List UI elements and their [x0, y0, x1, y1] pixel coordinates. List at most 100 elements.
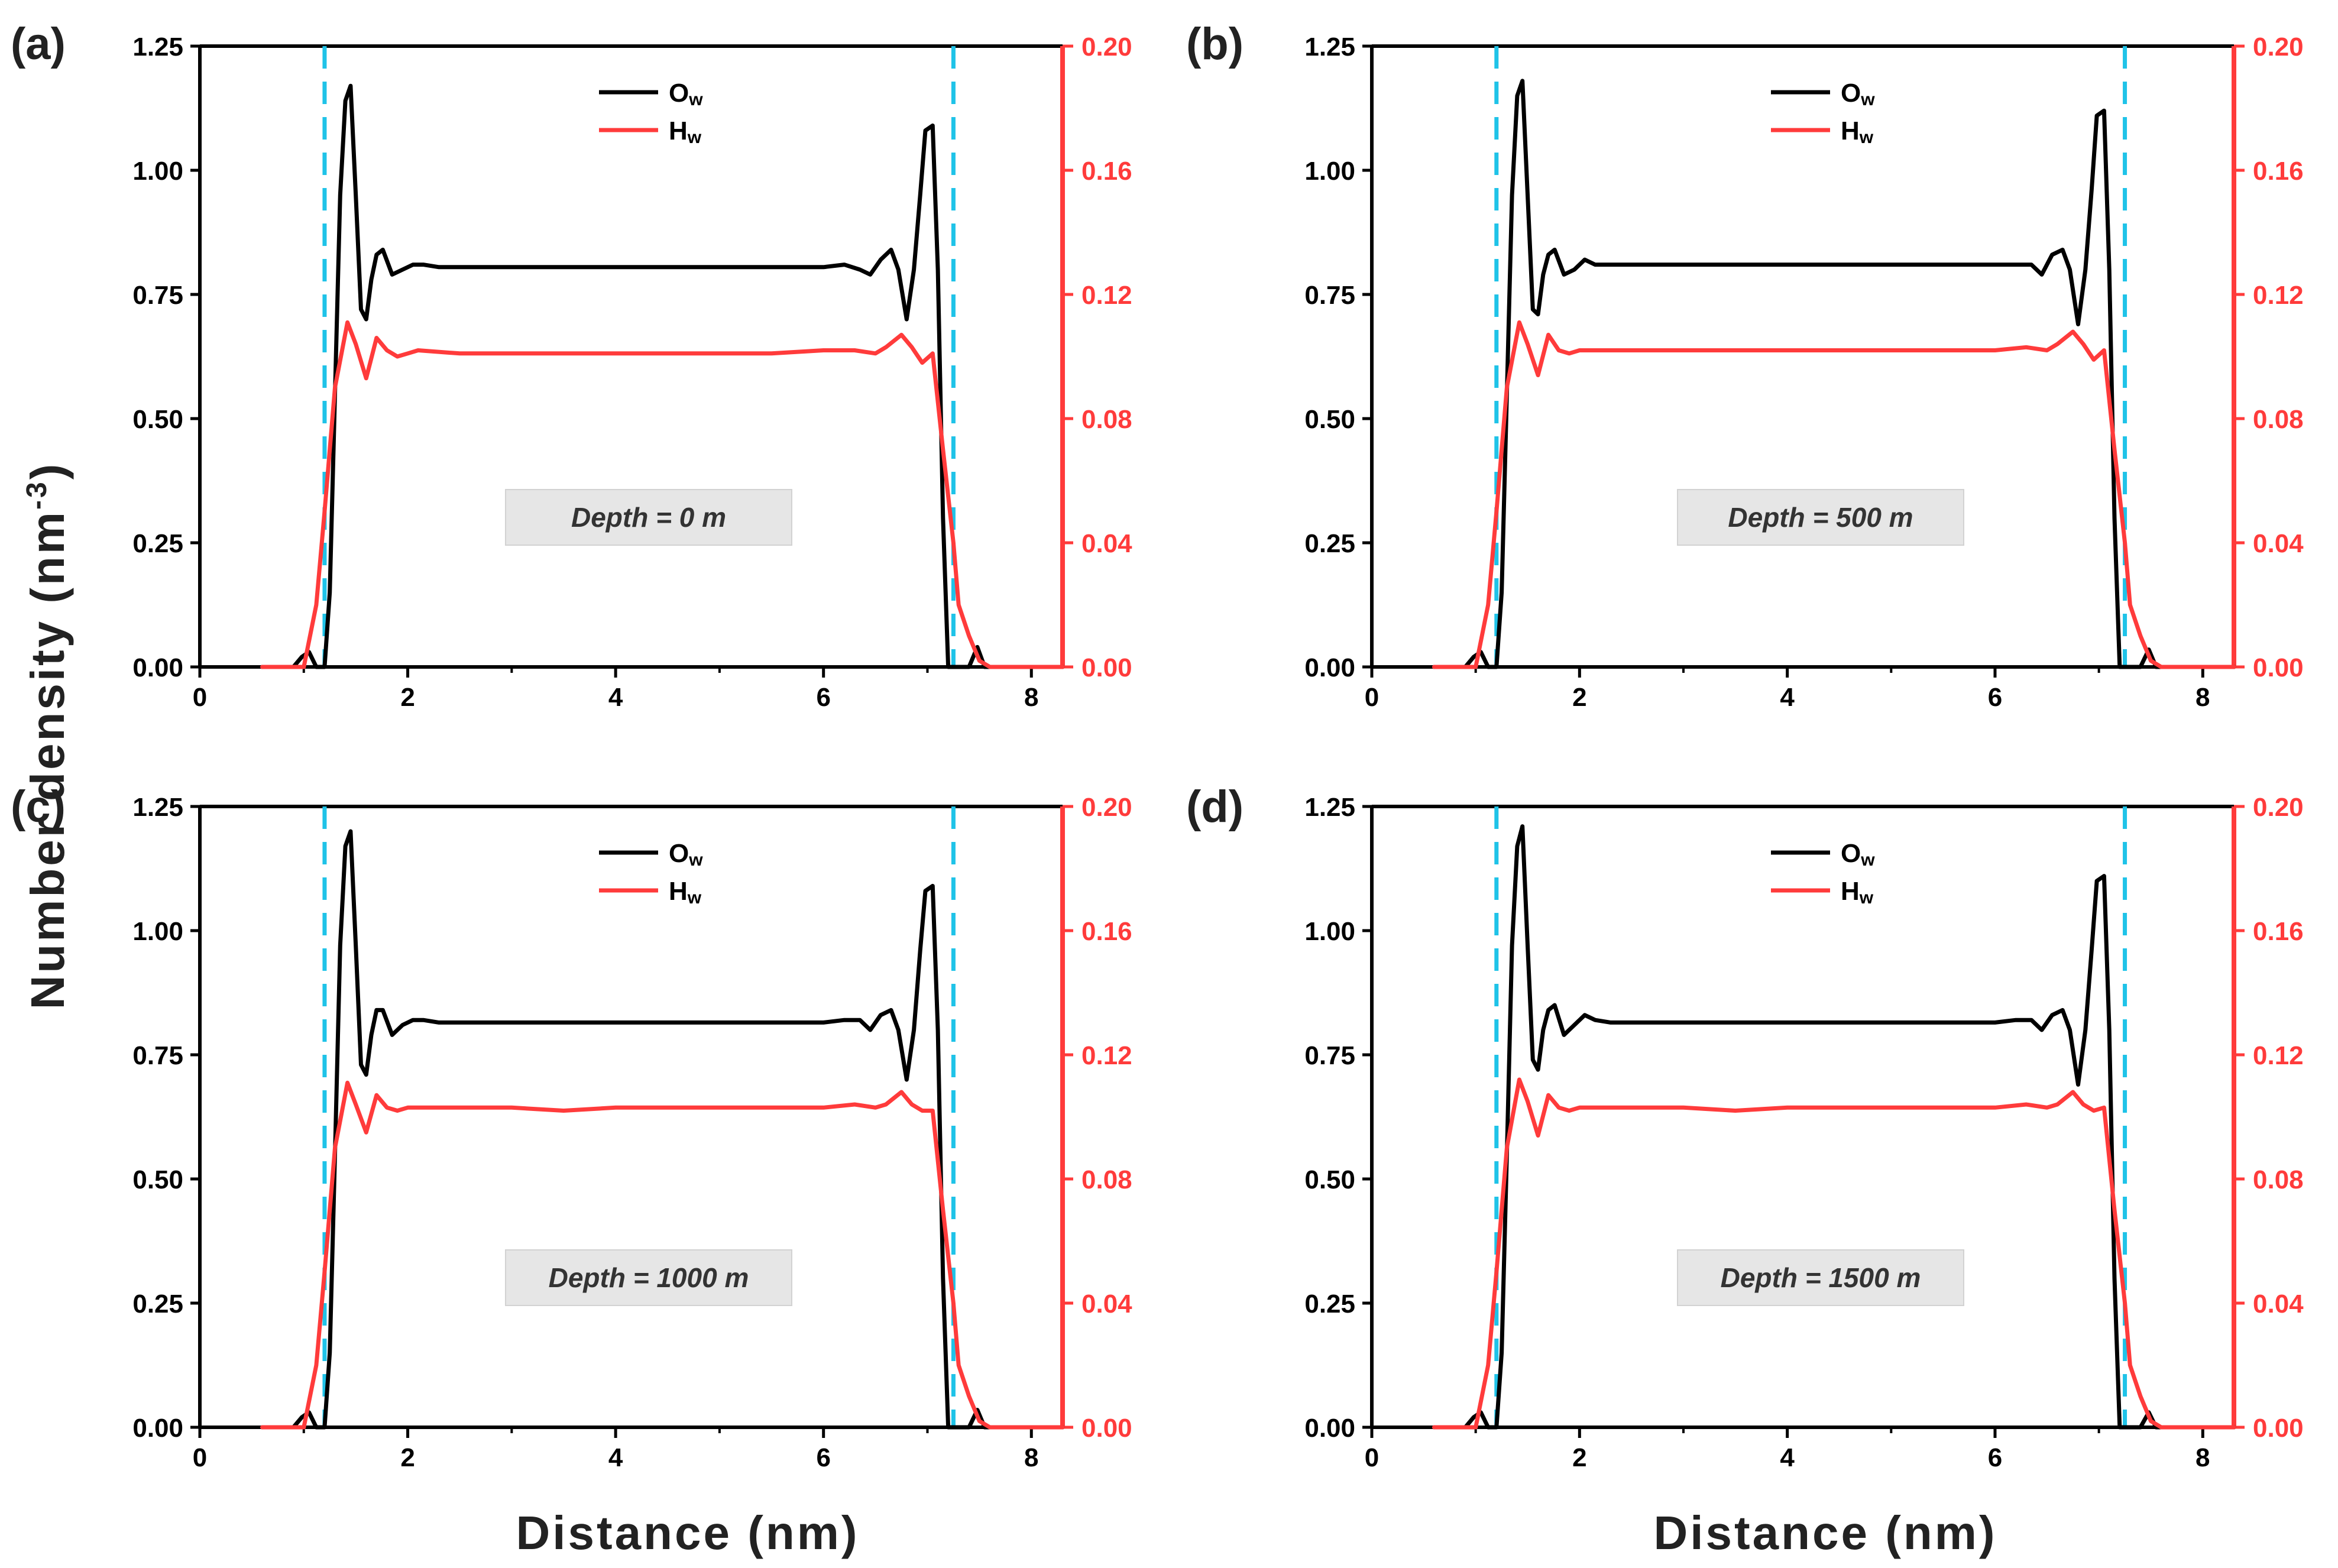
- left-y-tick-label: 0.00: [1304, 1414, 1355, 1443]
- depth-annotation-box: [505, 489, 792, 546]
- left-y-tick-label: 0.50: [132, 405, 183, 434]
- left-y-tick-label: 0.25: [132, 529, 183, 558]
- right-y-tick-label: 0.12: [2253, 281, 2304, 310]
- right-y-tick-label: 0.08: [1081, 1165, 1132, 1194]
- left-y-tick-label: 0.75: [132, 1041, 183, 1070]
- right-y-tick-label: 0.04: [2253, 529, 2304, 558]
- x-tick-label: 2: [1572, 683, 1586, 712]
- legend-hw-label: Hw: [669, 877, 702, 908]
- ow-series-line: [1432, 79, 2236, 669]
- x-tick-label: 2: [400, 1443, 415, 1472]
- depth-annotation-box: [505, 1249, 792, 1306]
- left-y-tick-label: 0.50: [132, 1165, 183, 1194]
- x-tick-label: 0: [1365, 1443, 1379, 1472]
- depth-annotation-text: Depth = 1000 m: [549, 1262, 749, 1293]
- right-y-tick-label: 0.20: [2253, 33, 2304, 61]
- x-tick-label: 6: [816, 683, 830, 712]
- x-tick-label: 8: [1024, 1443, 1038, 1472]
- x-tick-label: 8: [1024, 683, 1038, 712]
- hw-series-line: [1432, 320, 2236, 669]
- left-y-tick-label: 0.00: [132, 1414, 183, 1443]
- x-tick-label: 6: [1988, 683, 2002, 712]
- x-tick-label: 8: [2195, 1443, 2210, 1472]
- panel-label: (c): [11, 782, 66, 832]
- left-y-tick-label: 1.00: [132, 917, 183, 946]
- right-y-tick-label: 0.08: [2253, 405, 2304, 434]
- legend-ow-label: Ow: [1841, 839, 1875, 870]
- legend-ow-label: Ow: [669, 839, 703, 870]
- right-y-tick-label: 0.00: [1081, 1414, 1132, 1443]
- panel-label: (d): [1186, 782, 1244, 832]
- depth-annotation-text: Depth = 1500 m: [1721, 1262, 1921, 1293]
- panel-label: (b): [1186, 19, 1244, 69]
- right-y-tick-label: 0.16: [2253, 157, 2304, 186]
- right-y-tick-label: 0.16: [1081, 917, 1132, 946]
- left-y-tick-label: 1.00: [132, 157, 183, 186]
- x-axis-title-left: Distance (nm): [516, 1507, 860, 1559]
- x-tick-label: 0: [1365, 683, 1379, 712]
- right-y-tick-label: 0.08: [1081, 405, 1132, 434]
- x-tick-label: 2: [1572, 1443, 1586, 1472]
- left-y-tick-label: 1.25: [1304, 33, 1355, 61]
- left-y-tick-label: 0.25: [1304, 1290, 1355, 1318]
- ow-series-line: [260, 829, 1065, 1430]
- right-y-tick-label: 0.20: [1081, 793, 1132, 822]
- left-y-tick-label: 1.25: [132, 793, 183, 822]
- y-axis-title: Number density (nm-3): [21, 462, 74, 1010]
- right-y-tick-label: 0.04: [1081, 529, 1132, 558]
- right-y-tick-label: 0.20: [1081, 33, 1132, 61]
- left-y-tick-label: 0.75: [1304, 281, 1355, 310]
- chart-panels: (a) 0 2 4 6 8 0.00 0.25 0.50 0.75 1.00 1.25 0.00 0.04…: [11, 19, 2304, 1472]
- panel-label: (a): [11, 19, 66, 69]
- x-tick-label: 0: [193, 1443, 207, 1472]
- chart-panel-4: (d) 0 2 4 6 8 0.00 0.25 0.50 0.75 1.00 1.25 0.00 0.04…: [1186, 782, 2304, 1472]
- right-y-tick-label: 0.12: [1081, 281, 1132, 310]
- right-y-tick-label: 0.12: [2253, 1041, 2304, 1070]
- depth-annotation-text: Depth = 500 m: [1728, 502, 1913, 533]
- left-y-tick-label: 0.00: [132, 653, 183, 682]
- right-y-tick-label: 0.16: [1081, 157, 1132, 186]
- x-tick-label: 8: [2195, 683, 2210, 712]
- hw-series-line: [260, 1080, 1065, 1430]
- right-y-tick-label: 0.04: [1081, 1290, 1132, 1318]
- hw-series-line: [1432, 1077, 2236, 1430]
- left-y-tick-label: 1.00: [1304, 157, 1355, 186]
- right-y-tick-label: 0.00: [2253, 1414, 2304, 1443]
- x-tick-label: 0: [193, 683, 207, 712]
- left-y-tick-label: 0.25: [132, 1290, 183, 1318]
- ow-series-line: [260, 83, 1065, 669]
- left-y-tick-label: 0.50: [1304, 405, 1355, 434]
- right-y-tick-label: 0.20: [2253, 793, 2304, 822]
- x-tick-label: 4: [608, 683, 623, 712]
- depth-annotation-box: [1677, 1249, 1964, 1306]
- right-y-tick-label: 0.12: [1081, 1041, 1132, 1070]
- left-y-tick-label: 1.25: [1304, 793, 1355, 822]
- legend-ow-label: Ow: [1841, 79, 1875, 109]
- left-y-tick-label: 0.50: [1304, 1165, 1355, 1194]
- right-y-tick-label: 0.16: [2253, 917, 2304, 946]
- left-y-tick-label: 0.75: [132, 281, 183, 310]
- chart-panel-2: (b) 0 2 4 6 8 0.00 0.25 0.50 0.75 1.00 1.25 0.00 0.04…: [1186, 19, 2304, 712]
- legend-ow-label: Ow: [669, 79, 703, 109]
- legend-hw-label: Hw: [669, 116, 702, 147]
- chart-panel-1: (a) 0 2 4 6 8 0.00 0.25 0.50 0.75 1.00 1.25 0.00 0.04…: [11, 19, 1132, 712]
- x-tick-label: 4: [1780, 1443, 1795, 1472]
- left-y-tick-label: 0.00: [1304, 653, 1355, 682]
- depth-annotation-text: Depth = 0 m: [571, 502, 726, 533]
- legend-hw-label: Hw: [1841, 877, 1874, 908]
- left-y-tick-label: 0.25: [1304, 529, 1355, 558]
- x-tick-label: 4: [608, 1443, 623, 1472]
- left-y-tick-label: 0.75: [1304, 1041, 1355, 1070]
- hw-series-line: [260, 320, 1065, 669]
- x-tick-label: 4: [1780, 683, 1795, 712]
- right-y-tick-label: 0.08: [2253, 1165, 2304, 1194]
- x-axis-title-right: Distance (nm): [1654, 1507, 1997, 1559]
- legend-hw-label: Hw: [1841, 116, 1874, 147]
- depth-annotation-box: [1677, 489, 1964, 546]
- chart-panel-3: (c) 0 2 4 6 8 0.00 0.25 0.50 0.75 1.00 1.25 0.00 0.04…: [11, 782, 1132, 1472]
- left-y-tick-label: 1.00: [1304, 917, 1355, 946]
- x-tick-label: 6: [1988, 1443, 2002, 1472]
- right-y-tick-label: 0.00: [2253, 653, 2304, 682]
- right-y-tick-label: 0.00: [1081, 653, 1132, 682]
